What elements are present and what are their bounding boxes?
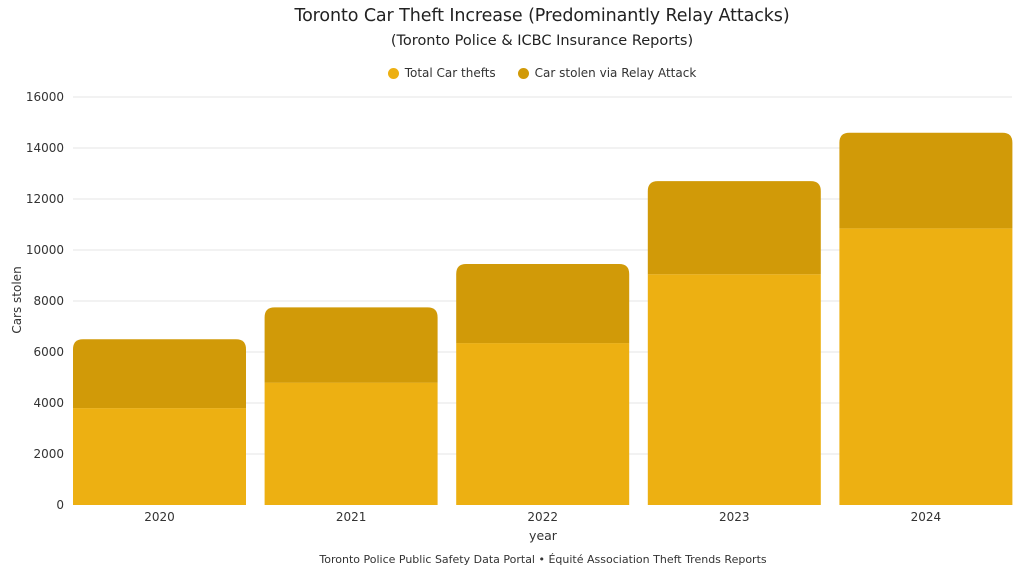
y-tick-label: 6000 bbox=[33, 345, 64, 359]
legend-swatch-icon bbox=[517, 67, 529, 79]
y-tick-label: 2000 bbox=[33, 447, 64, 461]
bar-group-2024[interactable] bbox=[839, 132, 1013, 505]
bar-segment-total[interactable] bbox=[73, 408, 246, 505]
y-axis-label: Cars stolen bbox=[10, 266, 24, 334]
x-tick-label: 2020 bbox=[144, 510, 175, 524]
bar-segment-total[interactable] bbox=[264, 382, 438, 505]
y-tick-label: 4000 bbox=[33, 396, 64, 410]
x-tick-label: 2024 bbox=[911, 510, 942, 524]
bar-segment-relay[interactable] bbox=[264, 307, 438, 383]
y-tick-label: 12000 bbox=[26, 192, 64, 206]
bar-segment-relay[interactable] bbox=[73, 339, 246, 409]
legend-item-relay[interactable]: Car stolen via Relay Attack bbox=[517, 66, 697, 80]
bar-group-2022[interactable] bbox=[456, 264, 630, 505]
x-axis-label: year bbox=[529, 528, 557, 543]
source-note: Toronto Police Public Safety Data Portal… bbox=[319, 553, 767, 566]
bar-segment-total[interactable] bbox=[647, 274, 821, 505]
y-tick-label: 0 bbox=[56, 498, 64, 512]
bar-segment-relay[interactable] bbox=[456, 264, 630, 344]
bar-segment-relay[interactable] bbox=[839, 132, 1013, 229]
chart-title: Toronto Car Theft Increase (Predominantl… bbox=[294, 6, 790, 26]
bar-segment-total[interactable] bbox=[456, 343, 630, 505]
y-tick-label: 16000 bbox=[26, 90, 64, 104]
x-tick-label: 2021 bbox=[336, 510, 367, 524]
bar-group-2020[interactable] bbox=[73, 339, 246, 505]
y-tick-label: 14000 bbox=[26, 141, 64, 155]
legend-label: Car stolen via Relay Attack bbox=[534, 66, 697, 80]
legend-label: Total Car thefts bbox=[404, 66, 496, 80]
bar-group-2023[interactable] bbox=[647, 181, 821, 505]
legend-swatch-icon bbox=[387, 67, 399, 79]
y-tick-label: 10000 bbox=[26, 243, 64, 257]
bar-segment-relay[interactable] bbox=[647, 181, 821, 275]
x-tick-label: 2023 bbox=[719, 510, 750, 524]
bar-segment-total[interactable] bbox=[839, 228, 1013, 505]
bar-group-2021[interactable] bbox=[264, 307, 438, 505]
legend-item-total[interactable]: Total Car thefts bbox=[387, 66, 496, 80]
legend: Total Car thefts Car stolen via Relay At… bbox=[0, 66, 1024, 80]
chart-subtitle: (Toronto Police & ICBC Insurance Reports… bbox=[390, 33, 694, 49]
y-tick-label: 8000 bbox=[33, 294, 64, 308]
x-tick-label: 2022 bbox=[527, 510, 558, 524]
